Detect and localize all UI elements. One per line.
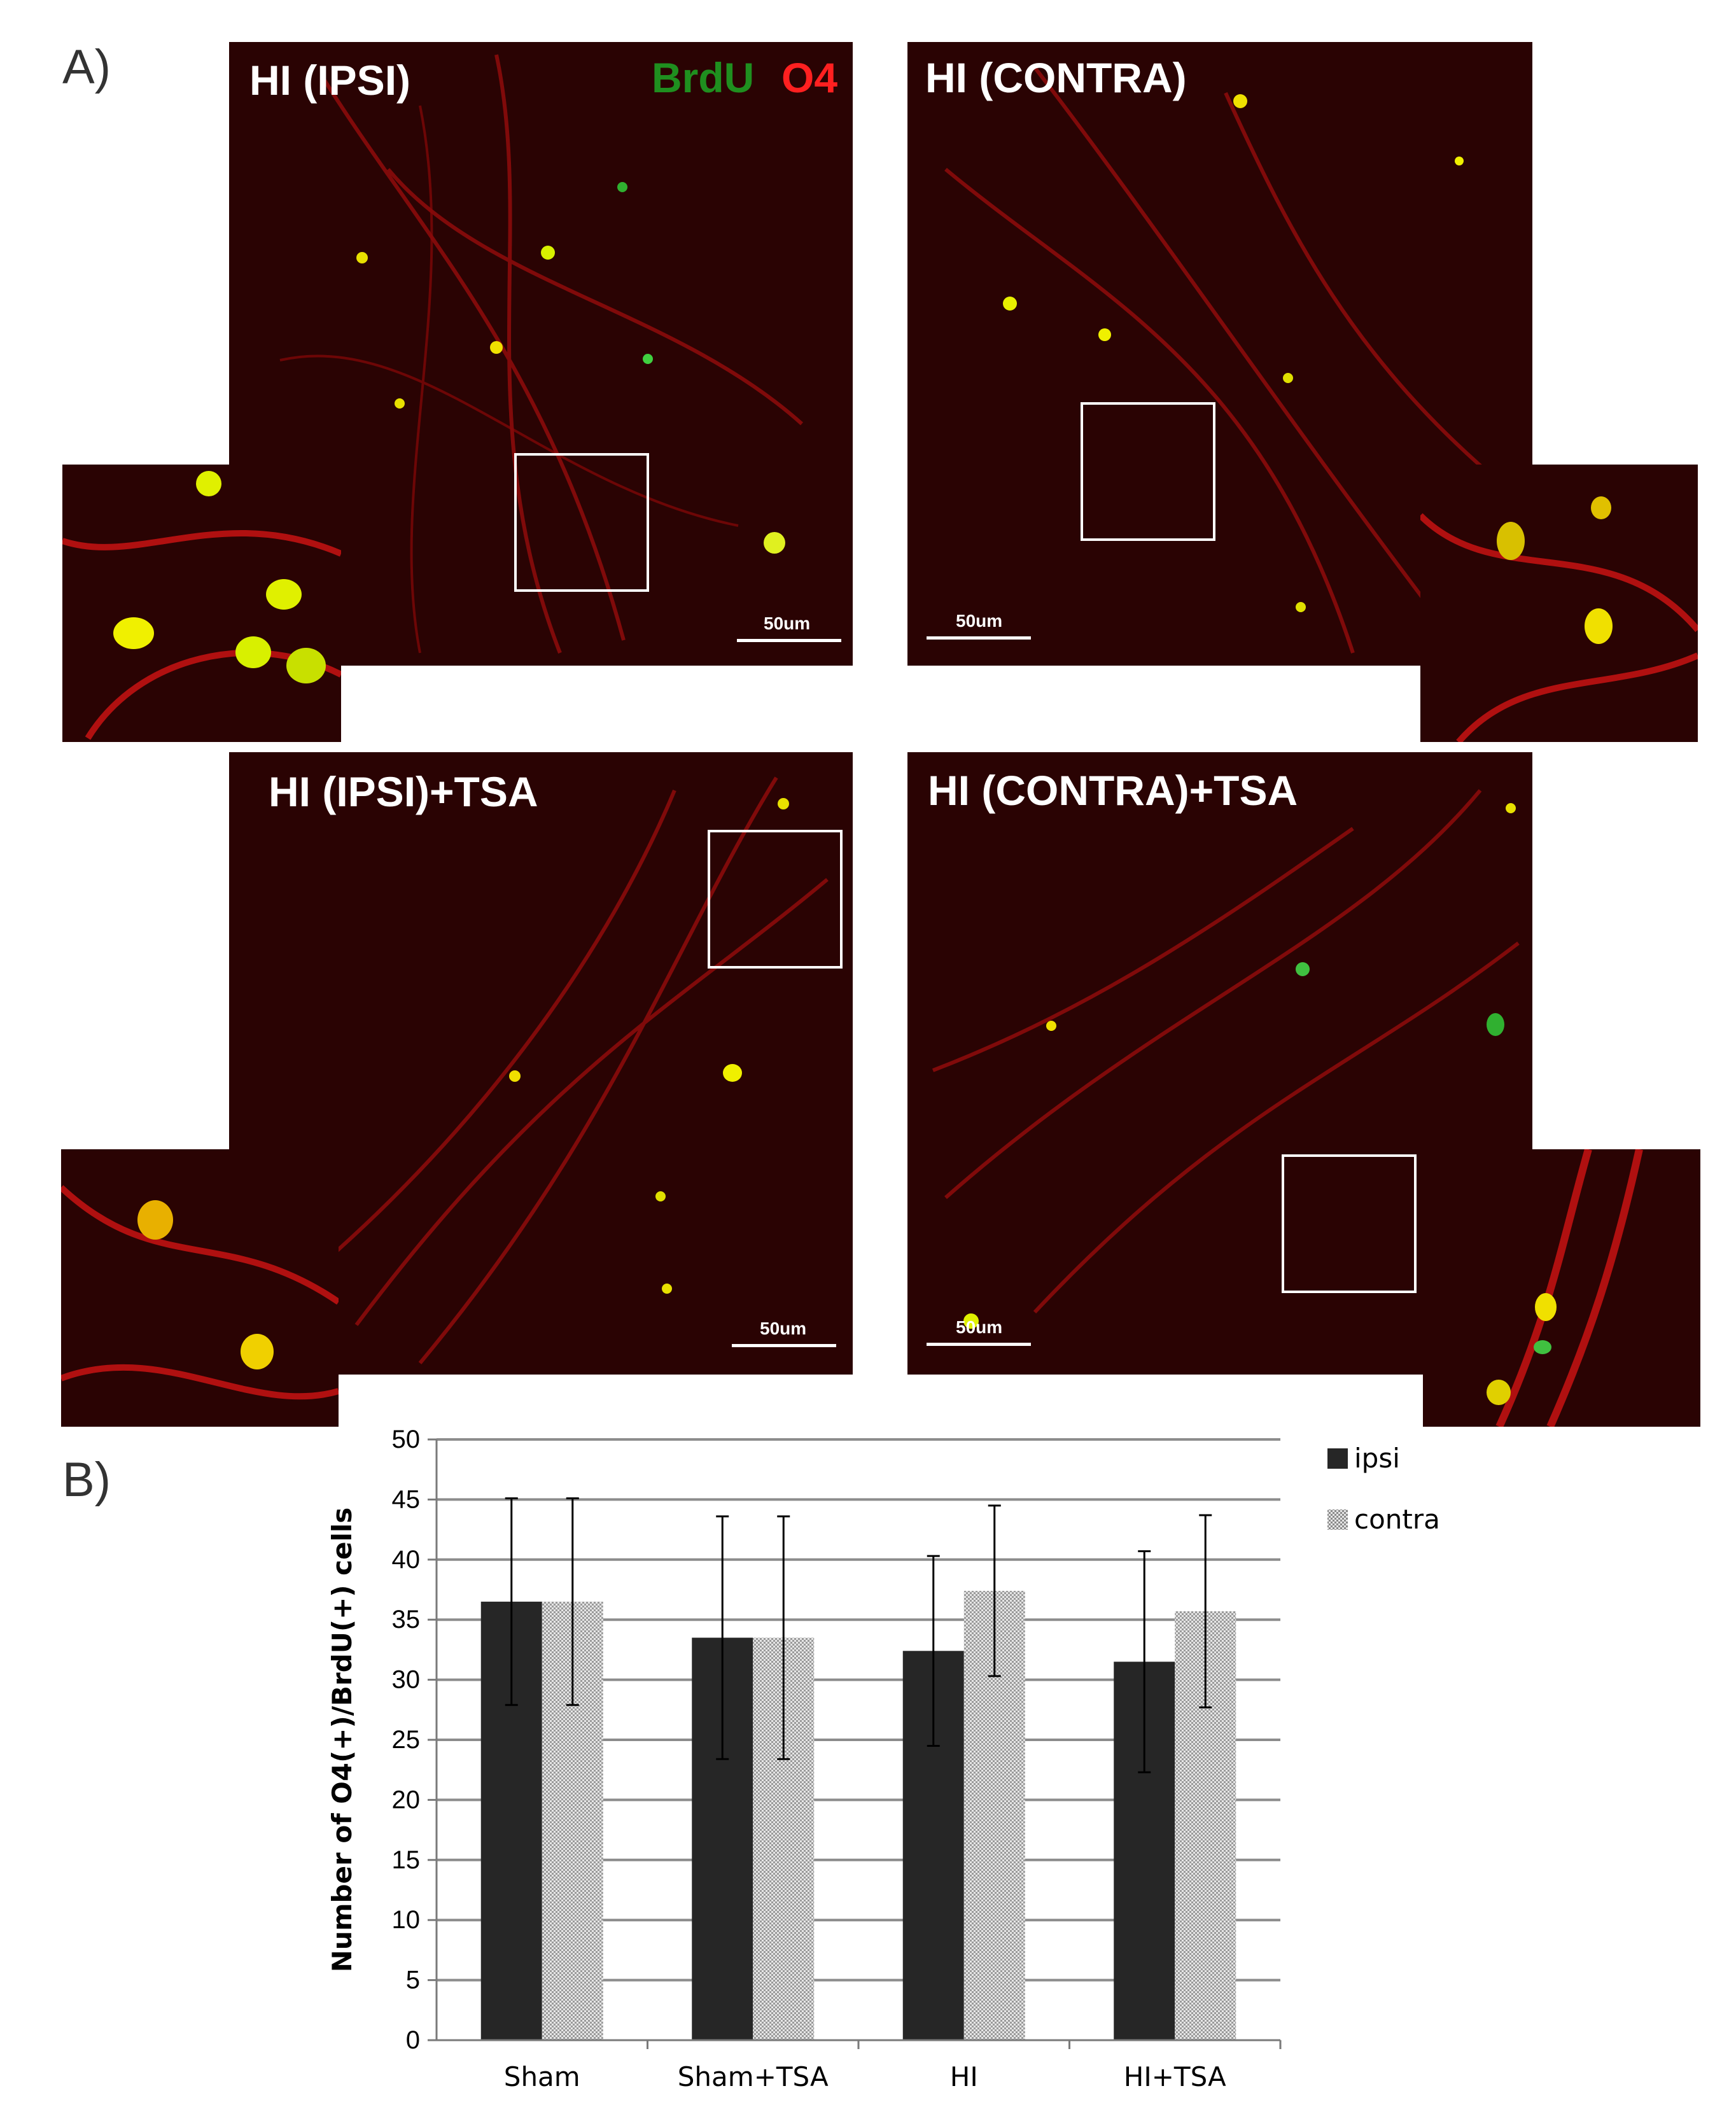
cell-marker xyxy=(1591,496,1611,519)
y-tick-label: 30 xyxy=(392,1666,421,1694)
scale-bar xyxy=(927,636,1031,640)
y-tick-label: 15 xyxy=(392,1846,421,1874)
legend-label-ipsi: ipsi xyxy=(1354,1443,1400,1474)
cell-marker xyxy=(723,1064,742,1082)
cell-marker xyxy=(643,354,653,364)
y-tick-label: 40 xyxy=(392,1546,421,1574)
cell-marker xyxy=(1003,297,1017,311)
cell-marker xyxy=(1296,602,1306,612)
micrograph-texture xyxy=(932,789,1520,1314)
scale-bar-label: 50um xyxy=(956,611,1003,631)
cell-marker xyxy=(1535,1293,1557,1321)
bar-ipsi xyxy=(1114,1662,1175,2040)
cell-marker xyxy=(1506,803,1516,813)
cell-marker xyxy=(1497,522,1525,560)
cell-marker xyxy=(490,341,503,354)
cell-marker xyxy=(266,579,302,610)
legend-swatch-ipsi xyxy=(1327,1448,1348,1469)
bar-ipsi xyxy=(480,1601,542,2040)
cell-marker xyxy=(1487,1013,1504,1036)
cell-marker xyxy=(286,648,326,683)
inset-hi-contra-tsa xyxy=(1423,1149,1700,1427)
x-tick-label: HI xyxy=(950,2061,978,2092)
micrograph-title: HI (CONTRA) xyxy=(925,54,1187,101)
cell-marker xyxy=(1585,608,1613,644)
y-tick-label: 20 xyxy=(392,1786,421,1814)
micrograph-title: HI (CONTRA)+TSA xyxy=(928,767,1298,814)
cell-marker xyxy=(1487,1380,1511,1405)
bar-ipsi xyxy=(902,1651,964,2040)
scale-bar xyxy=(732,1344,836,1347)
y-tick-label: 45 xyxy=(392,1485,421,1513)
cell-marker xyxy=(1296,962,1310,976)
cell-marker xyxy=(235,636,271,668)
scale-bar-label: 50um xyxy=(764,613,811,633)
cell-marker xyxy=(356,252,368,263)
scale-bar-label: 50um xyxy=(956,1317,1003,1337)
cell-marker xyxy=(509,1070,521,1082)
x-tick-label: Sham xyxy=(504,2061,580,2092)
cell-marker xyxy=(778,798,789,809)
scale-bar xyxy=(737,639,841,642)
region-of-interest-box xyxy=(708,830,843,969)
bar-ipsi xyxy=(692,1637,753,2040)
micrograph-title: HI (IPSI)+TSA xyxy=(269,768,538,815)
y-tick-label: 5 xyxy=(406,1966,420,1994)
bar-contra xyxy=(1175,1611,1236,2040)
cell-marker xyxy=(395,398,405,409)
micrograph-texture xyxy=(279,54,804,654)
panel-b-label: B) xyxy=(62,1453,111,1507)
x-tick-label: HI+TSA xyxy=(1124,2061,1226,2092)
y-axis-label: Number of O4(+)/BrdU(+) cells xyxy=(326,1508,358,1973)
cell-marker xyxy=(1534,1340,1551,1354)
inset-hi-ipsi xyxy=(62,465,341,742)
y-tick-label: 50 xyxy=(392,1425,421,1453)
cell-marker xyxy=(541,246,555,260)
y-tick-label: 25 xyxy=(392,1726,421,1754)
cell-marker xyxy=(662,1284,672,1294)
micrograph-title: HI (IPSI) xyxy=(249,57,411,104)
region-of-interest-box xyxy=(1081,402,1215,541)
cell-marker xyxy=(196,471,221,496)
region-of-interest-box xyxy=(1282,1154,1417,1293)
cell-marker xyxy=(137,1200,173,1240)
x-tick-label: Sham+TSA xyxy=(678,2061,829,2092)
cell-marker xyxy=(617,182,627,192)
y-tick-label: 0 xyxy=(406,2026,420,2054)
micrograph-texture xyxy=(279,776,829,1364)
cell-marker xyxy=(113,617,154,649)
cell-marker xyxy=(1455,157,1464,165)
legend-label-contra: contra xyxy=(1354,1504,1440,1535)
scale-bar xyxy=(927,1343,1031,1346)
micrograph-texture xyxy=(944,66,1507,654)
inset-hi-ipsi-tsa xyxy=(61,1149,339,1427)
bar-contra xyxy=(542,1601,603,2040)
y-tick-label: 35 xyxy=(392,1606,421,1634)
y-tick-label: 10 xyxy=(392,1906,421,1934)
legend-swatch-contra xyxy=(1327,1509,1348,1530)
cell-marker xyxy=(655,1191,666,1201)
scale-bar-label: 50um xyxy=(760,1319,807,1338)
cell-marker xyxy=(1283,373,1293,383)
region-of-interest-box xyxy=(514,453,649,592)
bar-contra xyxy=(963,1590,1025,2040)
inset-hi-contra xyxy=(1420,465,1698,742)
brdu-stain-label: BrdU xyxy=(652,54,755,101)
cell-marker xyxy=(963,1313,979,1329)
cell-marker xyxy=(764,532,785,554)
bar-contra xyxy=(753,1637,815,2040)
cell-marker xyxy=(1098,328,1111,341)
cell-marker xyxy=(1233,94,1247,108)
panel-a-label: A) xyxy=(62,40,111,94)
cell-marker xyxy=(241,1334,274,1369)
cell-marker xyxy=(1046,1021,1056,1031)
o4-stain-label: O4 xyxy=(781,54,838,101)
